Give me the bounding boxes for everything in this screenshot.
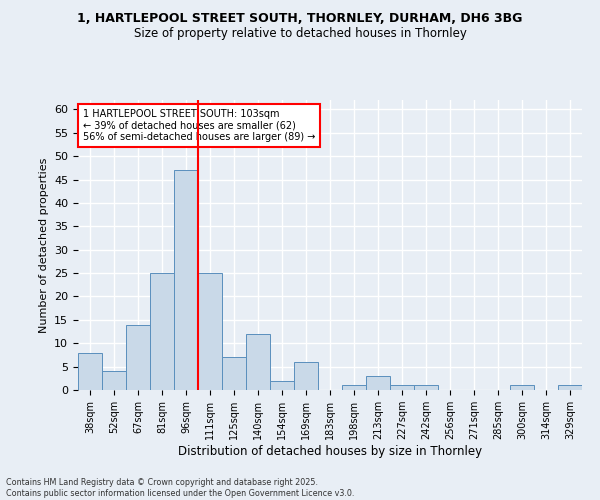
Bar bbox=[414, 386, 438, 390]
Bar bbox=[78, 352, 102, 390]
Bar bbox=[342, 386, 366, 390]
Bar bbox=[558, 386, 582, 390]
Bar bbox=[102, 372, 126, 390]
Bar bbox=[126, 324, 150, 390]
Bar bbox=[222, 358, 246, 390]
Text: Size of property relative to detached houses in Thornley: Size of property relative to detached ho… bbox=[134, 28, 466, 40]
Y-axis label: Number of detached properties: Number of detached properties bbox=[38, 158, 49, 332]
Bar bbox=[246, 334, 270, 390]
Bar bbox=[198, 273, 222, 390]
X-axis label: Distribution of detached houses by size in Thornley: Distribution of detached houses by size … bbox=[178, 445, 482, 458]
Text: Contains HM Land Registry data © Crown copyright and database right 2025.
Contai: Contains HM Land Registry data © Crown c… bbox=[6, 478, 355, 498]
Bar bbox=[366, 376, 390, 390]
Bar bbox=[294, 362, 318, 390]
Bar bbox=[390, 386, 414, 390]
Bar bbox=[270, 380, 294, 390]
Text: 1, HARTLEPOOL STREET SOUTH, THORNLEY, DURHAM, DH6 3BG: 1, HARTLEPOOL STREET SOUTH, THORNLEY, DU… bbox=[77, 12, 523, 26]
Bar bbox=[510, 386, 534, 390]
Text: 1 HARTLEPOOL STREET SOUTH: 103sqm
← 39% of detached houses are smaller (62)
56% : 1 HARTLEPOOL STREET SOUTH: 103sqm ← 39% … bbox=[83, 108, 316, 142]
Bar bbox=[150, 273, 174, 390]
Bar bbox=[174, 170, 198, 390]
